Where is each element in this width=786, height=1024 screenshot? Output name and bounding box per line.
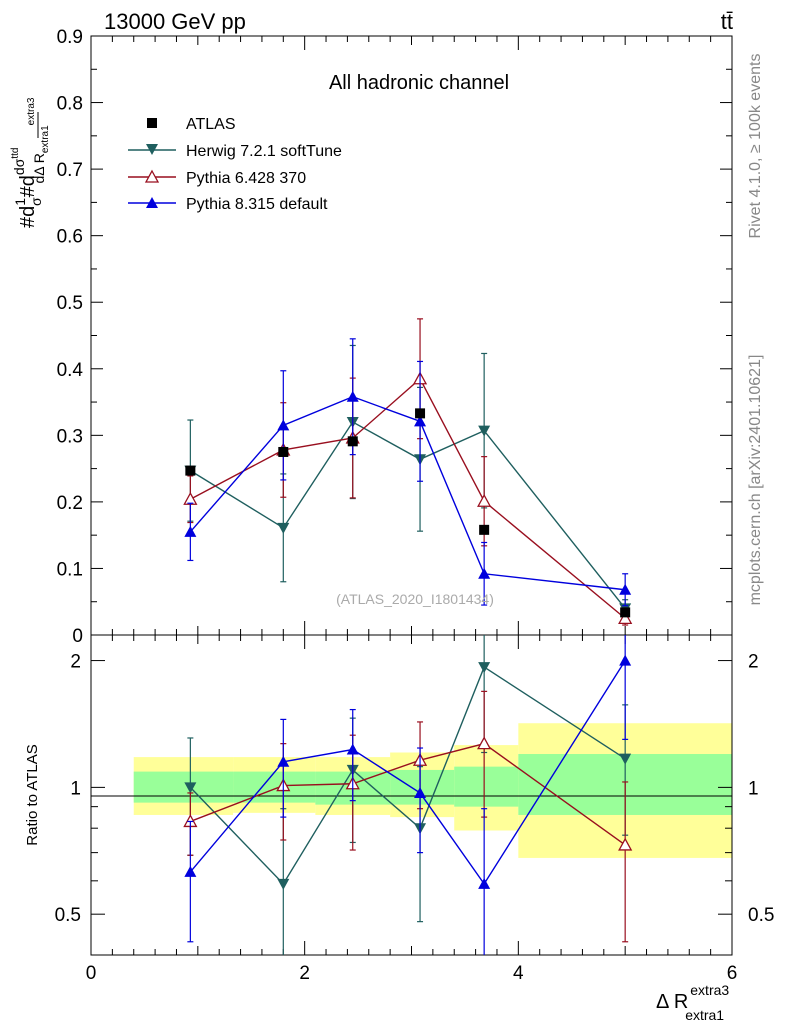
xtick-label: 2 [299, 963, 310, 984]
ratio-ytick-label: 1 [70, 778, 81, 799]
ratio-pythia-8-315-default-point [277, 755, 290, 767]
legend-marker-pythia6 [144, 169, 160, 183]
ratio-ytick-label-right: 2 [748, 652, 759, 673]
ratio-pythia-6-428-370-point [477, 736, 492, 750]
main-ytick-label: 0.3 [57, 426, 83, 447]
ratio-herwig-7-2-1-softtune-line [189, 666, 626, 886]
x-axis-label: Δ Rextra3 extra1 [656, 982, 729, 1023]
energy-label: 13000 GeV pp [104, 9, 246, 34]
rivet-version-label: Rivet 4.1.0, ≥ 100k events [747, 54, 764, 239]
main-ytick-label: 0.5 [57, 293, 83, 314]
band-green-4 [454, 766, 519, 807]
main-y-axis-label-text: #d1σ#ddσttddΔ Rextra1extra3 [10, 97, 51, 228]
ratio-uncertainty-bands [133, 723, 732, 858]
analysis-watermark: (ATLAS_2020_I1801434) [336, 591, 494, 607]
legend-label-pythia8: Pythia 8.315 default [186, 196, 328, 213]
ratio-pythia-8-315-default-point [414, 786, 427, 798]
band-green-1 [233, 771, 316, 803]
ratio-pythia-8-315-default-point [478, 877, 491, 889]
ratio-ytick-label-right: 0.5 [748, 905, 774, 926]
ratio-herwig-7-2-1-softtune-point [619, 753, 632, 765]
main-pythia-6-428-370-point [183, 491, 198, 505]
axis-tick-labels: 0.9 0.8 0.7 0.6 0.5 0.4 0.3 0.2 0.1 0 0 2 4 6 2 2 1 1 0.5 0… [55, 27, 775, 984]
ratio-y-axis-label: Ratio to ATLAS [24, 744, 41, 845]
ratio-herwig-7-2-1-softtune-point [478, 662, 491, 674]
main-atlas-point [347, 436, 358, 447]
main-ytick-label: 0.9 [57, 27, 83, 48]
xtick-label: 6 [727, 963, 738, 984]
main-pythia-8-315-default-point [619, 583, 632, 595]
ratio-herwig-7-2-1-softtune-point [184, 782, 197, 794]
band-green-3 [390, 769, 455, 805]
main-atlas-point [415, 408, 426, 419]
legend-marker-pythia8 [146, 197, 158, 208]
xtick-label: 4 [513, 963, 524, 984]
main-ytick-label: 0.8 [57, 94, 83, 115]
legend-marker-herwig [146, 144, 158, 155]
ratio-ytick-label: 0.5 [55, 905, 81, 926]
ratio-ytick-label-right: 1 [748, 778, 759, 799]
main-pythia-8-315-default-point [478, 567, 491, 579]
main-pythia-8-315-default-point [346, 390, 359, 402]
legend: ATLAS Herwig 7.2.1 softTune Pythia 6.428… [128, 116, 342, 213]
ratio-series [183, 635, 633, 955]
main-atlas-point [620, 607, 631, 618]
main-atlas-point [278, 446, 289, 457]
main-pythia-8-315-default-point [414, 415, 427, 427]
main-pythia-8-315-default-point [277, 419, 290, 431]
ratio-herwig-7-2-1-softtune-point [277, 878, 290, 890]
main-herwig-7-2-1-softtune-line [189, 421, 626, 609]
legend-label-atlas: ATLAS [186, 116, 236, 133]
main-atlas-point [185, 465, 196, 476]
main-pythia-8-315-default-point [184, 525, 197, 537]
main-ytick-label: 0.2 [57, 493, 83, 514]
ratio-pythia-8-315-default-point [619, 654, 632, 666]
main-series [183, 318, 633, 626]
main-pythia-8-315-default-line [189, 395, 626, 591]
main-pythia-6-428-370-point [618, 611, 633, 625]
main-ytick-label: 0 [72, 626, 83, 647]
main-ytick-label: 0.6 [57, 227, 83, 248]
process-label: tt̄ [721, 9, 733, 34]
legend-label-herwig: Herwig 7.2.1 softTune [186, 143, 342, 160]
main-pythia-6-428-370-point [477, 493, 492, 507]
main-herwig-7-2-1-softtune-point [478, 425, 491, 437]
source-label: mcplots.cern.ch [arXiv:2401.10621] [747, 355, 764, 606]
chart-title: All hadronic channel [329, 72, 509, 94]
band-green-0 [133, 771, 234, 803]
ratio-pythia-6-428-370-point [618, 837, 633, 851]
legend-label-pythia6: Pythia 6.428 370 [186, 170, 306, 187]
ratio-pythia-8-315-default-point [184, 865, 197, 877]
axis-ticks [90, 35, 733, 955]
main-ytick-label: 0.4 [57, 360, 84, 381]
ratio-ytick-label: 2 [70, 652, 81, 673]
ratio-pythia-8-315-default-line [189, 660, 626, 886]
main-atlas-point [479, 524, 490, 535]
legend-marker-atlas [147, 118, 157, 128]
main-y-axis-label: #d1σ#ddσttddΔ Rextra1extra3 [10, 97, 51, 228]
main-herwig-7-2-1-softtune-point [277, 522, 290, 534]
main-ytick-label: 0.1 [57, 559, 83, 580]
ratio-pythia-8-315-default-point [346, 743, 359, 755]
xtick-label: 0 [86, 963, 97, 984]
main-ytick-label: 0.7 [57, 160, 83, 181]
